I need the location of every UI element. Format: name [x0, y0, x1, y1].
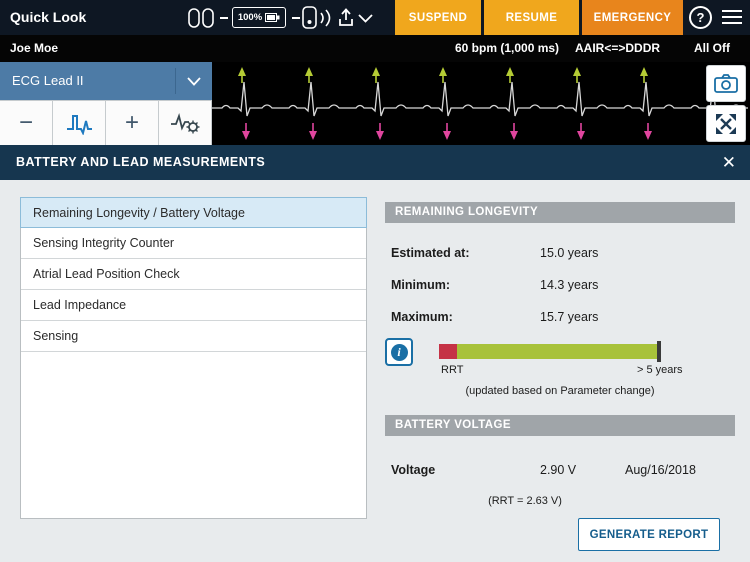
- longevity-bar: [439, 341, 661, 362]
- expand-button[interactable]: [706, 105, 746, 142]
- menu-item-atrial-lead-position[interactable]: Atrial Lead Position Check: [21, 259, 366, 290]
- ecg-strip-area: ECG Lead II − +: [0, 62, 750, 145]
- battery-status: 100%: [232, 7, 286, 28]
- telemetry-wand-icon: [302, 6, 331, 29]
- dialog-title: BATTERY AND LEAD MEASUREMENTS: [16, 155, 266, 169]
- programmer-head-icon: [188, 8, 214, 28]
- menu-icon[interactable]: [722, 10, 742, 28]
- menu-item-sensing-integrity[interactable]: Sensing Integrity Counter: [21, 228, 366, 259]
- battery-percent: 100%: [237, 12, 263, 23]
- voltage-label: Voltage: [391, 463, 436, 477]
- estimated-label: Estimated at:: [391, 246, 470, 260]
- top-bar: Quick Look 100% SUSPEND RESUME EMERGENCY…: [0, 0, 750, 35]
- dialog-content: Remaining Longevity / Battery Voltage Se…: [0, 180, 750, 562]
- voltage-date: Aug/16/2018: [625, 463, 696, 477]
- voltage-value: 2.90 V: [540, 463, 577, 477]
- emergency-button[interactable]: EMERGENCY: [582, 0, 683, 35]
- pacing-spike-button[interactable]: [53, 100, 106, 145]
- longevity-info-button[interactable]: i: [385, 338, 413, 366]
- chevron-down-icon: [187, 77, 201, 86]
- generate-report-button[interactable]: GENERATE REPORT: [578, 518, 720, 551]
- waveform-gear-icon: [171, 112, 200, 134]
- ecg-controls: − +: [0, 100, 212, 145]
- bar-start-label: RRT: [441, 364, 464, 376]
- snapshot-button[interactable]: [706, 65, 746, 102]
- therapies-status: All Off: [694, 41, 730, 55]
- ecg-lead-label: ECG Lead II: [12, 73, 84, 88]
- battery-icon: [265, 13, 280, 22]
- remaining-longevity-header: REMAINING LONGEVITY: [385, 202, 735, 223]
- close-icon[interactable]: ✕: [721, 153, 736, 172]
- increase-gain-button[interactable]: +: [106, 100, 159, 145]
- pacing-spike-icon: [67, 115, 92, 135]
- battery-voltage-header: BATTERY VOLTAGE: [385, 415, 735, 436]
- longevity-bar-end-marker: [657, 341, 661, 362]
- bar-end-label: > 5 years: [637, 364, 683, 376]
- longevity-bar-rrt-segment: [439, 344, 457, 359]
- connector-dash: [292, 17, 300, 19]
- status-bar: Joe Moe 60 bpm (1,000 ms) AAIR<=>DDDR Al…: [0, 35, 750, 62]
- menu-item-lead-impedance[interactable]: Lead Impedance: [21, 290, 366, 321]
- patient-name: Joe Moe: [10, 41, 59, 55]
- camera-icon: [714, 74, 738, 93]
- info-icon: i: [390, 343, 408, 361]
- export-icon: [339, 8, 353, 26]
- menu-item-remaining-longevity[interactable]: Remaining Longevity / Battery Voltage: [20, 197, 367, 228]
- maximum-value: 15.7 years: [540, 310, 599, 324]
- measurements-menu: Remaining Longevity / Battery Voltage Se…: [20, 197, 367, 519]
- rrt-voltage-note: (RRT = 2.63 V): [488, 495, 562, 507]
- expand-arrows-icon: [716, 113, 736, 134]
- ecg-waveform: [212, 66, 749, 141]
- decrease-gain-button[interactable]: −: [0, 100, 53, 145]
- rate-readout: 60 bpm (1,000 ms): [455, 41, 560, 55]
- minimum-value: 14.3 years: [540, 278, 599, 292]
- longevity-bar-remaining-segment: [457, 344, 659, 359]
- connector-dash: [220, 17, 228, 19]
- maximum-label: Maximum:: [391, 310, 453, 324]
- ecg-lead-dropdown[interactable]: ECG Lead II: [0, 62, 212, 100]
- suspend-button[interactable]: SUSPEND: [395, 0, 481, 35]
- help-icon[interactable]: ?: [689, 6, 712, 29]
- dialog-title-bar: BATTERY AND LEAD MEASUREMENTS ✕: [0, 145, 750, 180]
- details-panel: REMAINING LONGEVITY Estimated at: 15.0 y…: [385, 180, 735, 562]
- longevity-note: (updated based on Parameter change): [465, 385, 655, 397]
- app-title: Quick Look: [10, 9, 87, 25]
- resume-button[interactable]: RESUME: [484, 0, 579, 35]
- waveform-settings-button[interactable]: [159, 100, 212, 145]
- mode-readout: AAIR<=>DDDR: [575, 41, 661, 55]
- menu-item-sensing[interactable]: Sensing: [21, 321, 366, 352]
- estimated-value: 15.0 years: [540, 246, 599, 260]
- minimum-label: Minimum:: [391, 278, 451, 292]
- chevron-down-icon[interactable]: [358, 14, 373, 23]
